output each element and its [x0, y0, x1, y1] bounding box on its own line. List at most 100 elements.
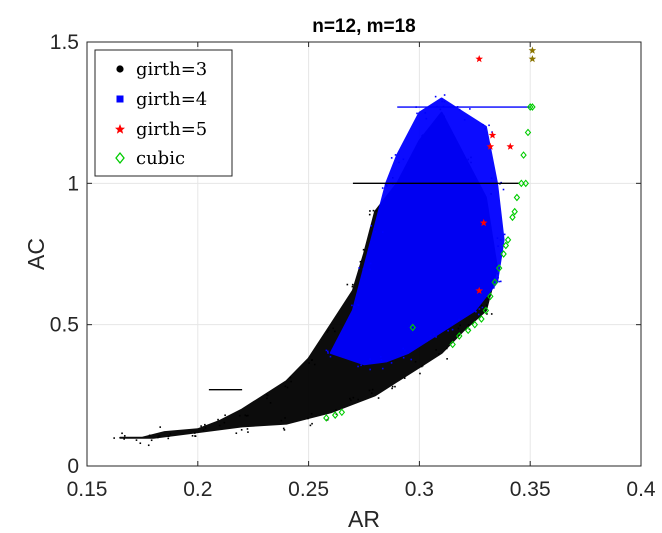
- scatter-point-girth-4: [499, 239, 502, 241]
- scatter-point-girth-3: [269, 402, 272, 404]
- scatter-point-girth-4: [326, 350, 329, 353]
- scatter-point-girth-3: [309, 424, 312, 427]
- scatter-point-girth-3: [368, 389, 371, 392]
- scatter-point-girth-3: [286, 386, 289, 389]
- legend: girth=3 girth=4 girth=5 cubic: [94, 49, 233, 177]
- scatter-point-girth-3: [167, 437, 170, 440]
- x-axis-ticks: 0.15 0.2 0.25 0.3 0.35 0.4: [67, 42, 656, 501]
- scatter-point-girth-4: [451, 328, 454, 331]
- x-tick-label: 0.25: [288, 478, 329, 501]
- y-axis-ticks: 0 0.5 1 1.5: [50, 31, 641, 478]
- scatter-point-cubic: [518, 179, 525, 188]
- scatter-point-girth-3: [352, 396, 355, 399]
- scatter-point-girth-4: [380, 358, 383, 361]
- scatter-point-girth-4: [402, 356, 405, 359]
- scatter-point-girth-3: [193, 432, 196, 434]
- scatter-point-girth-3: [204, 423, 206, 426]
- scatter-point-girth-3: [333, 330, 336, 333]
- scatter-point-girth-3: [283, 429, 286, 431]
- scatter-point-girth-3: [244, 414, 247, 417]
- scatter-point-girth-3: [238, 414, 241, 417]
- scatter-point-girth-3: [265, 393, 268, 396]
- legend-label-girth5: girth=5: [136, 119, 207, 140]
- scatter-point-girth-3: [247, 431, 249, 433]
- scatter-point-girth-3: [135, 439, 138, 441]
- scatter-point-girth-3: [391, 387, 393, 390]
- scatter-point-girth-3: [435, 349, 437, 351]
- scatter-point-girth-3: [218, 424, 221, 427]
- scatter-point-girth-4: [351, 304, 353, 307]
- scatter-point-girth-4: [325, 349, 328, 352]
- scatter-point-girth-4: [447, 329, 449, 332]
- scatter-point-girth-3: [169, 432, 172, 435]
- scatter-point-cubic: [495, 264, 503, 272]
- scatter-point-girth-3: [224, 414, 226, 417]
- scatter-point-girth-4: [433, 333, 435, 336]
- scatter-point-girth-3: [204, 426, 207, 429]
- scatter-point-girth-4: [434, 95, 437, 98]
- scatter-point-girth-5: [479, 218, 488, 227]
- scatter-point-cubic: [471, 320, 479, 329]
- x-tick-label: 0.3: [405, 478, 434, 501]
- scatter-point-girth-3: [403, 377, 406, 379]
- scatter-point-girth-4: [426, 339, 429, 342]
- scatter-point-girth-4: [390, 362, 393, 364]
- scatter-point-girth-4: [358, 267, 360, 269]
- scatter-point-girth-4: [503, 233, 506, 236]
- y-tick-label: 0: [67, 455, 79, 478]
- scatter-point-girth-4: [327, 352, 329, 354]
- scatter-point-girth-4: [369, 268, 371, 271]
- scatter-point-girth-3: [167, 435, 170, 437]
- scatter-point-girth-3: [350, 399, 352, 402]
- scatter-point-girth-3: [372, 209, 375, 212]
- scatter-point-extra: [528, 55, 537, 63]
- legend-marker-girth3: [116, 65, 124, 73]
- scatter-point-cubic: [456, 332, 463, 340]
- scatter-point-girth-3: [217, 418, 219, 421]
- scatter-point-girth-4: [469, 108, 471, 110]
- scatter-point-girth-3: [307, 417, 309, 420]
- scatter-point-cubic: [487, 292, 494, 301]
- scatter-point-girth-3: [246, 428, 249, 430]
- scatter-point-girth-4: [451, 322, 454, 325]
- scatter-point-cubic: [520, 151, 527, 159]
- scatter-point-girth-5: [506, 142, 515, 150]
- scatter-point-girth-3: [311, 359, 314, 361]
- scatter-point-girth-3: [245, 415, 248, 417]
- x-axis-label: AR: [348, 506, 380, 532]
- scatter-point-girth-3: [148, 434, 151, 437]
- scatter-point-cubic: [338, 408, 346, 417]
- scatter-point-girth-4: [329, 355, 332, 358]
- scatter-point-girth-3: [280, 419, 283, 422]
- scatter-point-girth-4: [491, 131, 493, 133]
- scatter-point-girth-4: [373, 227, 376, 230]
- scatter-point-girth-4: [381, 231, 384, 233]
- scatter-point-girth-3: [457, 327, 460, 330]
- scatter-point-girth-3: [459, 324, 461, 327]
- scatter-point-girth-3: [375, 210, 378, 212]
- scatter-point-girth-4: [499, 280, 502, 283]
- scatter-point-girth-4: [390, 157, 393, 159]
- scatter-point-cubic: [504, 236, 512, 244]
- scatter-point-girth-4: [404, 349, 406, 352]
- scatter-point-girth-3: [335, 409, 337, 411]
- x-tick-label: 0.35: [510, 478, 551, 501]
- scatter-point-girth-4: [398, 161, 400, 164]
- scatter-point-girth-3: [123, 435, 126, 437]
- scatter-point-girth-3: [332, 327, 334, 330]
- scatter-point-girth-3: [467, 323, 470, 326]
- scatter-point-girth-3: [157, 435, 160, 437]
- scatter-point-girth-3: [357, 398, 359, 401]
- scatter-point-girth-3: [419, 372, 421, 375]
- scatter-point-girth-5: [486, 142, 495, 150]
- scatter-point-girth-4: [477, 313, 480, 316]
- scatter-point-girth-3: [284, 385, 287, 388]
- scatter-point-girth-4: [410, 358, 413, 361]
- scatter-point-girth-3: [313, 363, 316, 366]
- chart-title: n=12, m=18: [312, 16, 416, 37]
- scatter-point-girth-4: [496, 237, 499, 239]
- legend-label-girth4: girth=4: [136, 89, 207, 110]
- scatter-point-girth-5: [475, 55, 483, 63]
- scatter-point-cubic: [323, 414, 330, 422]
- scatter-point-girth-4: [497, 276, 499, 279]
